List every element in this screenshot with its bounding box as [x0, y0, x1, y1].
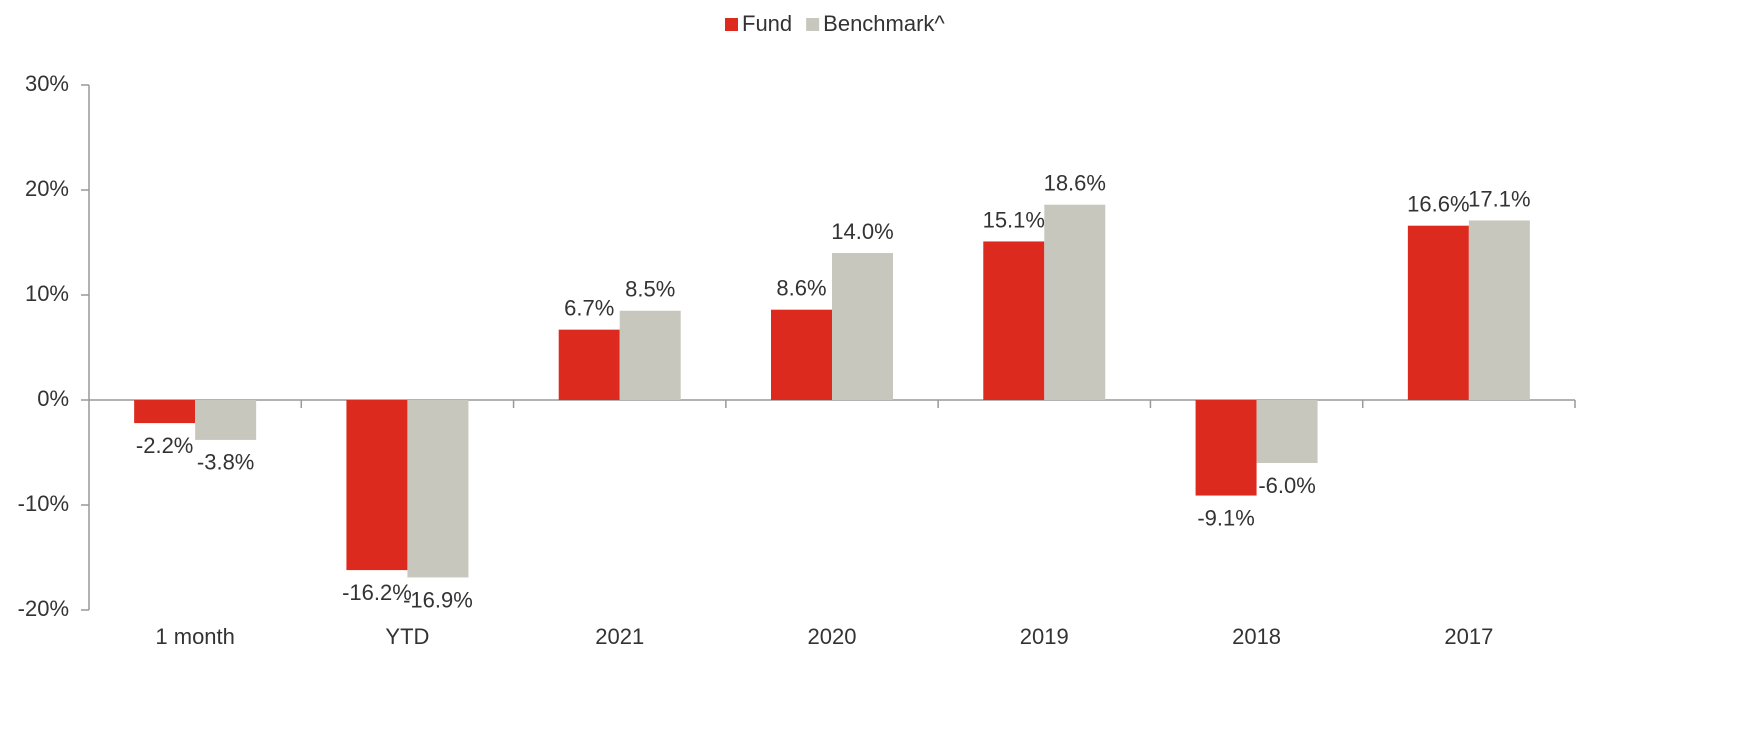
- y-tick-label: 30%: [25, 71, 69, 96]
- legend-swatch: [806, 18, 820, 31]
- data-label: -2.2%: [136, 433, 193, 458]
- y-tick-label: -20%: [18, 596, 69, 621]
- data-label: 16.6%: [1407, 192, 1469, 217]
- x-tick-label: 2021: [595, 624, 644, 649]
- bar: [1468, 220, 1530, 400]
- x-tick-label: YTD: [385, 624, 429, 649]
- bar: [832, 253, 893, 400]
- x-tick-label: 2018: [1232, 624, 1281, 649]
- data-label: -16.2%: [342, 580, 412, 605]
- y-tick-label: 10%: [25, 281, 69, 306]
- bar: [1195, 400, 1257, 496]
- legend-label: Fund: [742, 11, 792, 36]
- data-label: 6.7%: [564, 295, 614, 320]
- bar: [1256, 400, 1318, 463]
- legend-swatch: [725, 18, 738, 31]
- data-label: 14.0%: [831, 219, 893, 244]
- data-label: 8.6%: [776, 276, 826, 301]
- bar: [407, 400, 469, 578]
- bar: [771, 309, 832, 400]
- y-tick-label: 20%: [25, 176, 69, 201]
- data-label: -3.8%: [197, 450, 254, 475]
- data-label: -9.1%: [1197, 505, 1254, 530]
- bar: [1407, 225, 1469, 400]
- bar: [195, 400, 257, 440]
- data-label: 17.1%: [1468, 186, 1530, 211]
- data-label: 15.1%: [983, 207, 1045, 232]
- bar: [619, 310, 681, 400]
- data-label: 8.5%: [625, 277, 675, 302]
- bar: [346, 400, 408, 571]
- legend-label: Benchmark^: [823, 11, 945, 36]
- y-tick-label: -10%: [18, 491, 69, 516]
- bar: [558, 329, 620, 400]
- x-tick-label: 2017: [1444, 624, 1493, 649]
- data-label: -16.9%: [403, 587, 473, 612]
- data-label: 18.6%: [1044, 171, 1106, 196]
- data-label: -6.0%: [1258, 473, 1315, 498]
- x-tick-label: 1 month: [155, 624, 235, 649]
- x-tick-label: 2020: [808, 624, 857, 649]
- x-tick-label: 2019: [1020, 624, 1069, 649]
- bar: [1044, 204, 1106, 400]
- y-tick-label: 0%: [37, 386, 69, 411]
- bar: [983, 241, 1045, 400]
- bar: [134, 400, 196, 424]
